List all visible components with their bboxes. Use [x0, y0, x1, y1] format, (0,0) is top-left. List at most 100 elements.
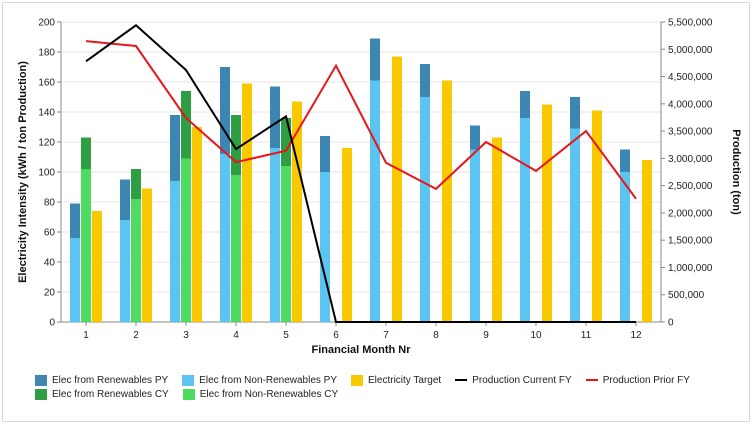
bar-renewables-py [470, 125, 480, 150]
bar-non-renewables-py [620, 172, 630, 322]
bar-non-renewables-py [570, 128, 580, 322]
bar-non-renewables-cy [81, 169, 91, 322]
bar-renewables-py [420, 64, 430, 97]
y-tick-label: 180 [38, 48, 55, 59]
bar-non-renewables-py [120, 220, 130, 322]
bar-electricity-target [342, 148, 352, 322]
bar-non-renewables-py [170, 181, 180, 322]
x-tick-label: 9 [483, 330, 489, 341]
bar-renewables-cy [231, 115, 241, 175]
legend: Elec from Renewables PY Elec from Non-Re… [35, 373, 735, 401]
bar-electricity-target [542, 104, 552, 322]
bar-non-renewables-py [520, 118, 530, 322]
bar-renewables-py [170, 115, 180, 181]
y2-tick-label: 5,500,000 [668, 18, 713, 29]
bar-electricity-target [242, 83, 252, 322]
legend-row-1: Elec from Renewables PY Elec from Non-Re… [35, 373, 735, 387]
legend-label-electricity-target: Electricity Target [368, 374, 442, 386]
y2-tick-label: 2,000,000 [668, 208, 713, 219]
y-tick-label: 40 [44, 258, 56, 269]
bar-electricity-target [92, 211, 102, 322]
bar-electricity-target [642, 160, 652, 322]
legend-label-renewables-py: Elec from Renewables PY [52, 374, 169, 386]
bar-renewables-py [570, 97, 580, 129]
bar-electricity-target [592, 110, 602, 322]
legend-line-production-current [455, 379, 468, 381]
y-tick-label: 120 [38, 138, 55, 149]
y2-tick-label: 1,500,000 [668, 236, 713, 247]
bar-non-renewables-cy [181, 158, 191, 322]
x-tick-label: 7 [383, 330, 389, 341]
y2-tick-label: 0 [668, 318, 674, 329]
bar-renewables-cy [81, 137, 91, 169]
x-tick-label: 12 [630, 330, 642, 341]
y-tick-label: 160 [38, 78, 55, 89]
legend-item-non-renewables-cy[interactable]: Elec from Non-Renewables CY [182, 388, 339, 400]
bar-non-renewables-py [370, 80, 380, 322]
bar-non-renewables-cy [131, 199, 141, 322]
y-axis-title: Electricity Intensity (kWh / ton Product… [17, 61, 29, 283]
x-tick-label: 8 [433, 330, 439, 341]
x-tick-label: 11 [581, 330, 592, 341]
y-tick-label: 0 [49, 318, 55, 329]
x-axis-title: Financial Month Nr [312, 344, 412, 356]
bar-electricity-target [292, 101, 302, 322]
bar-non-renewables-py [470, 149, 480, 322]
legend-swatch-renewables-py [35, 374, 47, 386]
y2-tick-label: 5,000,000 [668, 45, 713, 56]
legend-item-production-current[interactable]: Production Current FY [455, 375, 572, 386]
y2-tick-label: 4,500,000 [668, 72, 713, 83]
bar-renewables-py [320, 136, 330, 172]
legend-swatch-renewables-cy [35, 388, 47, 400]
legend-label-non-renewables-py: Elec from Non-Renewables PY [199, 374, 338, 386]
legend-label-renewables-cy: Elec from Renewables CY [52, 388, 169, 400]
y-tick-label: 20 [44, 288, 56, 299]
line-production-current-fy [85, 23, 636, 323]
y2-tick-label: 3,500,000 [668, 127, 713, 138]
y2-axis-title: Production (ton) [730, 129, 742, 215]
y-tick-label: 200 [38, 18, 55, 29]
x-tick-label: 2 [133, 330, 139, 341]
y2-tick-label: 500,000 [668, 290, 705, 301]
bar-renewables-cy [181, 91, 191, 159]
x-tick-label: 10 [530, 330, 542, 341]
y-tick-label: 100 [38, 168, 55, 179]
legend-item-electricity-target[interactable]: Electricity Target [351, 374, 442, 386]
y2-tick-label: 2,500,000 [668, 181, 713, 192]
bar-renewables-py [70, 203, 80, 238]
bar-electricity-target [442, 80, 452, 322]
x-tick-label: 6 [333, 330, 339, 341]
legend-item-production-prior[interactable]: Production Prior FY [585, 374, 690, 386]
legend-row-2: Elec from Renewables CY Elec from Non-Re… [35, 387, 735, 401]
bar-renewables-py [270, 86, 280, 148]
bar-electricity-target [492, 137, 502, 322]
bar-non-renewables-py [320, 172, 330, 322]
bar-non-renewables-cy [231, 175, 241, 322]
legend-label-production-prior: Production Prior FY [602, 374, 690, 386]
bar-renewables-py [120, 179, 130, 220]
legend-item-renewables-cy[interactable]: Elec from Renewables CY [35, 388, 169, 400]
x-tick-label: 1 [83, 330, 89, 341]
bar-non-renewables-py [420, 97, 430, 322]
bar-electricity-target [392, 56, 402, 322]
bar-renewables-py [520, 91, 530, 118]
bar-renewables-py [220, 67, 230, 154]
y2-tick-label: 1,000,000 [668, 263, 713, 274]
legend-item-non-renewables-py[interactable]: Elec from Non-Renewables PY [182, 374, 338, 386]
line-production-prior-fy [85, 40, 637, 200]
legend-line-production-prior [585, 379, 598, 381]
bar-electricity-target [192, 127, 202, 322]
x-tick-label: 5 [283, 330, 289, 341]
legend-label-production-current: Production Current FY [472, 374, 572, 386]
bar-renewables-py [620, 149, 630, 172]
bar-non-renewables-py [220, 154, 230, 322]
x-tick-label: 4 [233, 330, 239, 341]
legend-item-renewables-py[interactable]: Elec from Renewables PY [35, 374, 169, 386]
legend-label-non-renewables-cy: Elec from Non-Renewables CY [199, 388, 339, 400]
bar-non-renewables-py [270, 148, 280, 322]
y2-tick-label: 4,000,000 [668, 99, 713, 110]
y2-tick-label: 3,000,000 [668, 154, 713, 165]
legend-swatch-non-renewables-cy [182, 388, 195, 400]
legend-swatch-electricity-target [351, 374, 364, 386]
